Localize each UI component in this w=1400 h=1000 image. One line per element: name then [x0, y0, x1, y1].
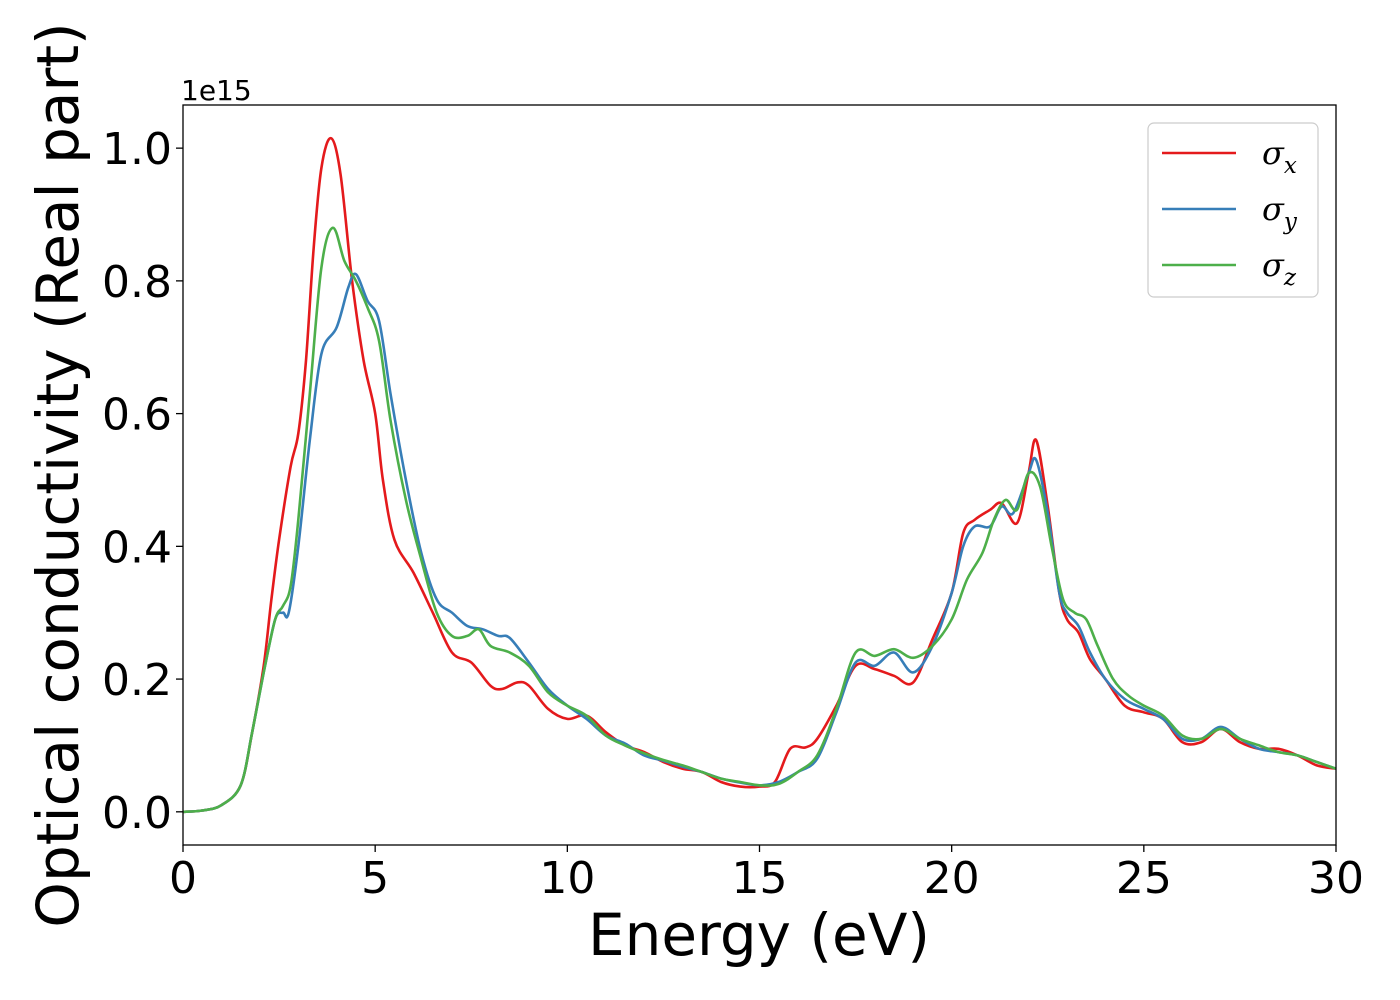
legend-label-base: σ	[1262, 190, 1285, 228]
y-tick-label: 0.6	[102, 390, 172, 441]
series-layer	[182, 136, 1337, 814]
y-tick-label: 1.0	[102, 124, 172, 175]
x-tick-label: 15	[732, 853, 788, 904]
y-tick-label: 0.0	[102, 788, 172, 839]
x-tick-label: 10	[539, 853, 595, 904]
x-tick-label: 5	[361, 853, 389, 904]
legend-label-y: σy	[1262, 190, 1298, 235]
x-tick-label: 20	[924, 853, 980, 904]
y-axis-label: Optical conductivity (Real part)	[24, 22, 92, 927]
legend-label-subscript: y	[1283, 209, 1298, 235]
y-tick-label: 0.2	[102, 655, 172, 706]
legend-label-base: σ	[1262, 134, 1285, 172]
x-tick-label: 30	[1308, 853, 1364, 904]
legend-label-base: σ	[1262, 246, 1285, 284]
series-line-x	[182, 136, 1337, 814]
y-axis-offset-label: 1e15	[181, 74, 252, 107]
y-tick-label: 0.8	[102, 257, 172, 308]
legend-label-subscript: x	[1284, 153, 1297, 179]
y-axis-ticks: 0.0 0.2 0.4 0.6 0.8 1.0	[102, 124, 183, 839]
legend-label-subscript: z	[1283, 265, 1297, 291]
series-line-z	[182, 226, 1337, 814]
series-line-y	[182, 272, 1337, 814]
x-tick-label: 0	[169, 853, 197, 904]
y-tick-label: 0.4	[102, 522, 172, 573]
x-axis-label: Energy (eV)	[588, 901, 930, 969]
legend-label-z: σz	[1262, 246, 1297, 291]
legend-label-x: σx	[1262, 134, 1297, 179]
x-axis-ticks: 0 5 10 15 20 25 30	[169, 845, 1364, 904]
x-tick-label: 25	[1116, 853, 1172, 904]
